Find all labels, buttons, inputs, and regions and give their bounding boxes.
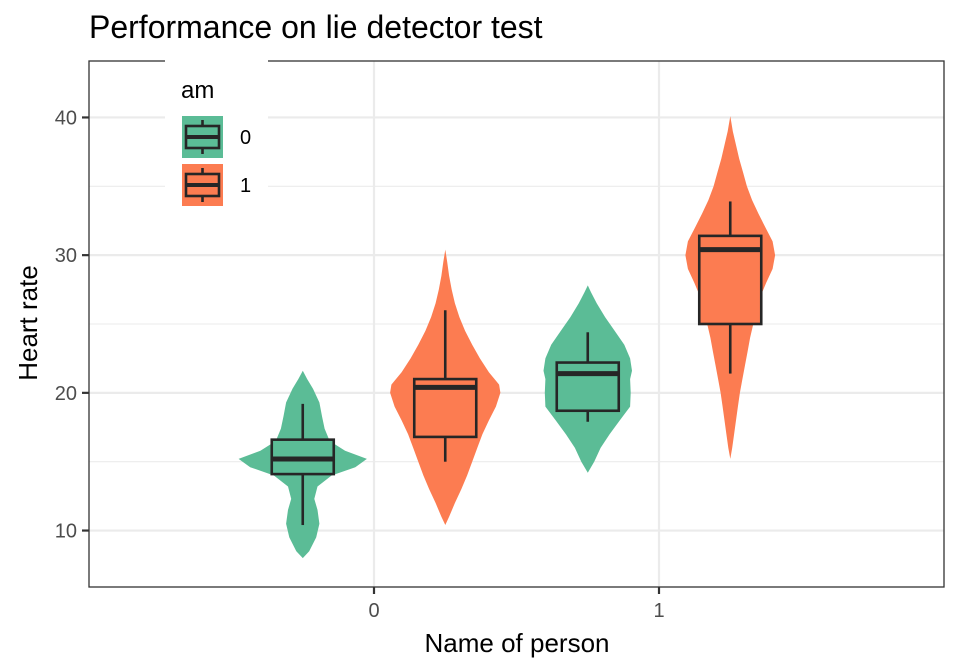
boxplot-am1-x0 [412,310,478,462]
x-axis-title: Name of person [425,628,610,658]
legend-entry-1: 1 [182,164,251,206]
y-tick-label: 30 [55,245,77,267]
panel-frame [88,60,945,588]
x-tick-label: 0 [368,600,379,622]
y-tick-label: 40 [55,107,77,129]
legend-entry-0: 0 [182,116,251,158]
chart-title: Performance on lie detector test [89,9,543,45]
boxplot-am0-x1 [555,332,621,422]
y-tick-label: 20 [55,383,77,405]
boxplots [270,201,763,526]
gridlines [89,61,944,587]
legend-title: am [181,77,214,104]
legend-label: 1 [240,175,251,197]
y-axis: 10 20 30 40 [55,107,89,543]
y-tick-label: 10 [55,521,77,543]
legend-label: 0 [240,127,251,149]
panel-border [88,60,945,588]
boxplot-am1-x1 [697,201,763,374]
boxplot-am0-x0 [270,403,336,526]
x-tick-label: 1 [653,600,664,622]
legend: am 0 1 [165,56,268,208]
y-axis-title: Heart rate [13,265,43,381]
box-iqr [555,361,621,413]
